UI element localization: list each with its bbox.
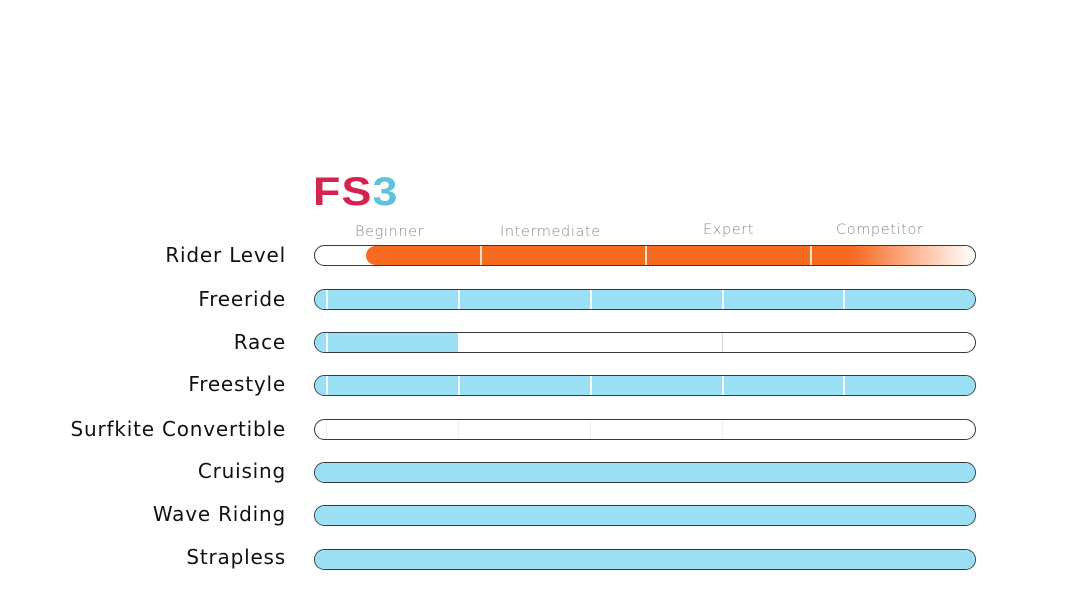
bar-fill: [315, 333, 458, 352]
bar-tick: [458, 376, 460, 395]
title-part-2: 3: [372, 170, 399, 214]
bar-rider-level: [314, 245, 976, 266]
row-label-cruising: Cruising: [197, 459, 286, 483]
bar-tick: [326, 333, 328, 352]
bar-surfkite-convertible: [314, 419, 976, 440]
bar-tick: [722, 376, 724, 395]
level-label-intermediate: Intermediate: [500, 224, 601, 240]
bar-tick: [590, 376, 592, 395]
bar-fill: [315, 290, 975, 309]
bar-freestyle: [314, 375, 976, 396]
bar-tick: [810, 246, 812, 265]
rider-level-fill: [366, 246, 974, 265]
level-label-expert: Expert: [703, 222, 755, 238]
bar-tick: [722, 420, 723, 439]
bar-tick: [843, 376, 845, 395]
bar-tick: [843, 290, 845, 309]
bar-tick: [326, 376, 328, 395]
bar-wave-riding: [314, 505, 976, 526]
row-label-freestyle: Freestyle: [188, 372, 286, 396]
bar-cruising: [314, 462, 976, 483]
level-label-competitor: Competitor: [836, 222, 924, 238]
bar-tick: [458, 290, 460, 309]
bar-tick: [480, 246, 482, 265]
row-label-wave-riding: Wave Riding: [152, 502, 286, 526]
bar-freeride: [314, 289, 976, 310]
bar-fill: [315, 550, 975, 569]
level-label-beginner: Beginner: [355, 224, 425, 240]
bar-tick: [722, 333, 723, 352]
bar-tick: [722, 290, 724, 309]
bar-fill: [315, 506, 975, 525]
title-part-1: FS: [313, 170, 373, 214]
bar-strapless: [314, 549, 976, 570]
product-title: FS3: [313, 170, 399, 214]
bar-tick: [458, 420, 459, 439]
bar-tick: [645, 246, 647, 265]
bar-tick: [326, 420, 327, 439]
bar-tick: [326, 290, 328, 309]
row-label-strapless: Strapless: [186, 545, 286, 569]
bar-tick: [590, 290, 592, 309]
row-label-rider-level: Rider Level: [165, 243, 286, 267]
bar-race: [314, 332, 976, 353]
row-label-race: Race: [233, 330, 286, 354]
row-label-surfkite-convertible: Surfkite Convertible: [70, 417, 286, 441]
bar-fill: [315, 463, 975, 482]
bar-fill: [315, 376, 975, 395]
bar-tick: [590, 420, 591, 439]
row-label-freeride: Freeride: [198, 287, 286, 311]
